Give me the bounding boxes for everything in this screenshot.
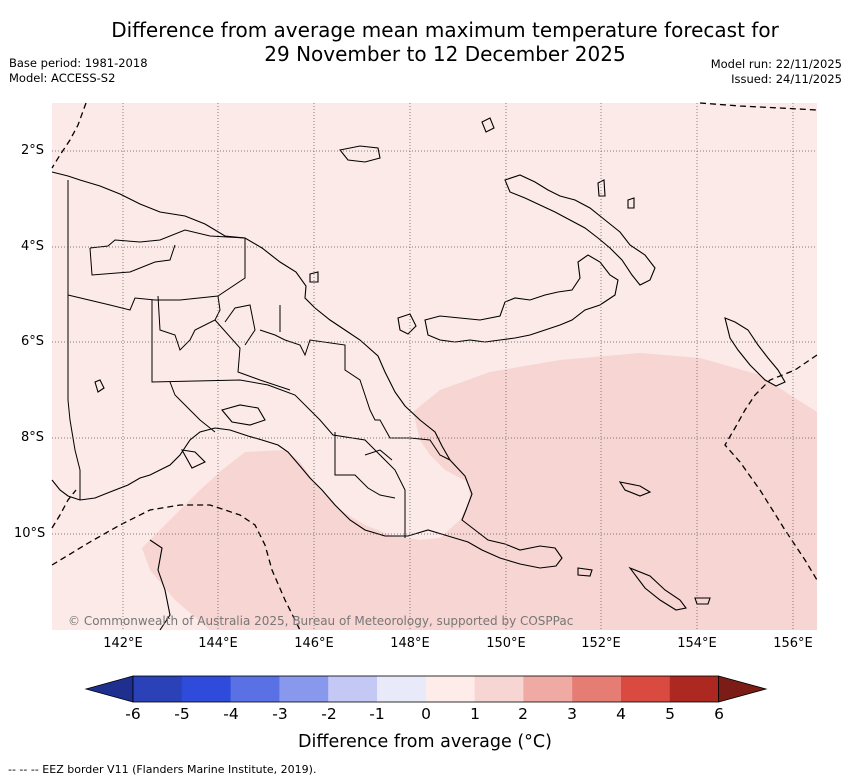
colorbar-swatch — [425, 676, 476, 702]
colorbar-tick: -1 — [369, 705, 385, 723]
colorbar-tick: -2 — [321, 705, 337, 723]
colorbar-tick: -6 — [125, 705, 141, 723]
y-tick-label: 8°S — [20, 430, 44, 445]
map-title: Difference from average mean maximum tem… — [40, 18, 850, 66]
title-line-1: Difference from average mean maximum tem… — [111, 18, 779, 42]
x-tick-label: 154°E — [677, 636, 717, 651]
colorbar-tick: -4 — [223, 705, 239, 723]
colorbar-swatch — [181, 676, 232, 702]
y-tick-label: 4°S — [20, 239, 44, 254]
colorbar-swatch — [572, 676, 622, 702]
colorbar-extension-low — [84, 675, 134, 703]
y-tick-label: 2°S — [20, 143, 44, 158]
colorbar-swatch — [230, 676, 280, 702]
colorbar-tick: -5 — [174, 705, 190, 723]
colorbar — [84, 675, 768, 703]
graticule — [52, 103, 817, 630]
model-run: Model run: 22/11/2025 — [710, 57, 842, 71]
x-tick-label: 152°E — [581, 636, 621, 651]
colorbar-extension-high — [718, 675, 768, 703]
colorbar-tick: 1 — [470, 705, 480, 723]
colorbar-tick: 0 — [421, 705, 431, 723]
colorbar-title: Difference from average (°C) — [298, 732, 552, 752]
colorbar-tick: 6 — [714, 705, 724, 723]
colorbar-tick: 3 — [567, 705, 577, 723]
colorbar-swatch — [523, 676, 573, 702]
meta-right: Model run: 22/11/2025 Issued: 24/11/2025 — [711, 57, 842, 87]
x-tick-label: 146°E — [294, 636, 334, 651]
colorbar-tick: 4 — [616, 705, 626, 723]
model-name: Model: ACCESS-S2 — [9, 71, 116, 85]
eez-footnote: -- -- -- EEZ border V11 (Flanders Marine… — [8, 763, 317, 776]
colorbar-tick: 2 — [518, 705, 528, 723]
colorbar-swatch — [377, 676, 427, 702]
colorbar-swatch — [669, 676, 720, 702]
x-tick-label: 148°E — [390, 636, 430, 651]
warm-anomaly-region — [142, 353, 817, 630]
colorbar-swatch — [279, 676, 329, 702]
copyright-text: © Commonwealth of Australia 2025, Bureau… — [68, 614, 574, 628]
colorbar-tick: 5 — [665, 705, 675, 723]
colorbar-tick: -3 — [272, 705, 288, 723]
x-tick-label: 144°E — [198, 636, 238, 651]
x-tick-label: 156°E — [773, 636, 813, 651]
base-period: Base period: 1981-2018 — [9, 56, 148, 70]
colorbar-swatch — [474, 676, 524, 702]
colorbar-swatch — [621, 676, 671, 702]
issued-date: Issued: 24/11/2025 — [731, 72, 842, 86]
colorbar-outline — [132, 675, 719, 703]
colorbar-swatch — [328, 676, 378, 702]
y-tick-label: 6°S — [20, 334, 44, 349]
eez-borders — [51, 102, 818, 631]
meta-left: Base period: 1981-2018 Model: ACCESS-S2 — [9, 56, 148, 86]
y-tick-label: 10°S — [14, 526, 46, 541]
colorbar-swatch — [133, 676, 183, 702]
x-tick-label: 150°E — [486, 636, 526, 651]
title-line-2: 29 November to 12 December 2025 — [264, 42, 626, 66]
x-tick-label: 142°E — [103, 636, 143, 651]
